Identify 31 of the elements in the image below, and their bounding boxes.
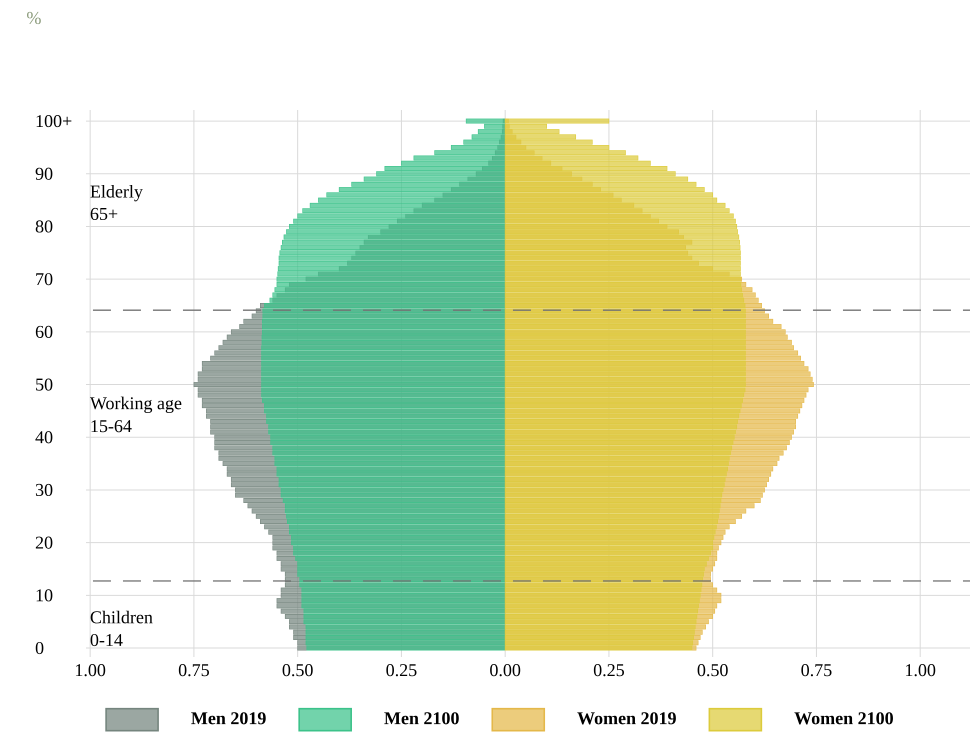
- annotation: 15-64: [92, 420, 132, 432]
- x-tick-label: 1.00: [906, 664, 936, 676]
- annotation: 0-14: [90, 634, 123, 646]
- legend-label: Men 2019: [191, 712, 266, 724]
- legend-label: Women 2019: [577, 712, 676, 724]
- legend-label: Men 2100: [384, 712, 459, 724]
- x-tick-label: 0.25: [594, 664, 624, 676]
- x-tick-label: 0.50: [282, 664, 313, 676]
- y-tick-label: 30: [36, 484, 52, 496]
- y-tick-label: 40: [35, 431, 52, 444]
- y-tick-label: 80: [36, 220, 52, 233]
- y-tick-label: 50: [36, 378, 52, 391]
- y-tick-label: 10: [36, 589, 52, 602]
- x-tick-label: 0.75: [178, 664, 209, 676]
- legend-label: Women 2100: [794, 712, 893, 724]
- annotation: Elderly: [90, 184, 143, 202]
- y-tick-label: 70: [36, 273, 52, 286]
- annotation: Children: [90, 610, 153, 624]
- y-tick-label: 60: [36, 326, 52, 338]
- y-tick-label: 90: [36, 168, 52, 180]
- text: %: [27, 12, 41, 24]
- x-tick-label: 0.75: [801, 664, 832, 676]
- x-tick-label: 0.00: [490, 664, 520, 676]
- y-tick-label: 100+: [36, 114, 72, 128]
- x-tick-label: 0.50: [698, 664, 728, 676]
- annotation: Working age: [90, 396, 182, 414]
- y-tick-label: 20: [36, 536, 52, 549]
- x-tick-label: 0.25: [386, 664, 416, 676]
- x-tick-label: 1.00: [76, 664, 106, 676]
- y-tick-label: 0: [36, 642, 44, 654]
- annotation: 65+: [90, 208, 118, 220]
